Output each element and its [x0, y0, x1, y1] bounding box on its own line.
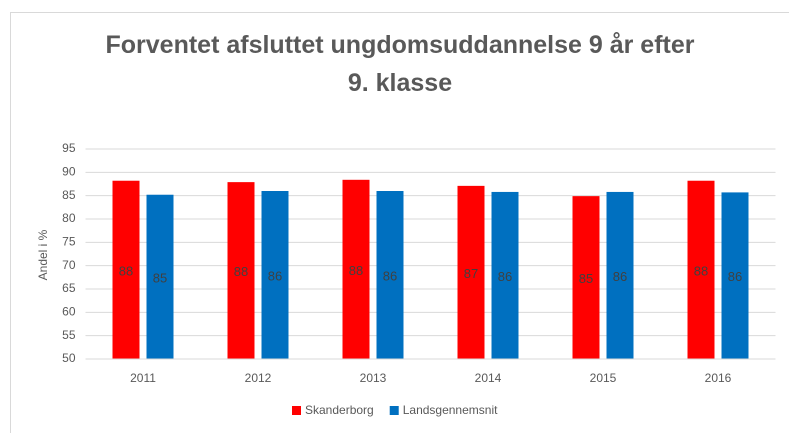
bar — [376, 191, 404, 359]
bar — [687, 180, 715, 359]
y-tick-label: 70 — [62, 258, 76, 272]
legend-swatch — [292, 406, 301, 415]
x-tick-label: 2016 — [705, 371, 732, 385]
y-axis-title: Andel i % — [36, 229, 50, 280]
bar — [491, 191, 519, 359]
value-label: 85 — [579, 271, 593, 286]
bar — [227, 182, 255, 359]
value-label: 88 — [234, 264, 248, 279]
x-tick-label: 2011 — [130, 371, 156, 385]
bar — [261, 191, 289, 359]
bar — [457, 185, 485, 359]
value-label: 86 — [268, 268, 282, 283]
bar — [721, 192, 749, 359]
legend-label: Skanderborg — [305, 403, 374, 417]
value-label: 86 — [498, 269, 512, 284]
bar — [112, 180, 140, 359]
y-tick-label: 75 — [62, 235, 76, 249]
y-tick-label: 60 — [62, 305, 76, 319]
y-tick-label: 55 — [62, 328, 76, 342]
y-tick-label: 85 — [62, 188, 76, 202]
chart-title: Forventet afsluttet ungdomsuddannelse 9 … — [105, 31, 695, 97]
value-label: 86 — [383, 268, 397, 283]
x-tick-label: 2015 — [590, 371, 617, 385]
bar — [146, 194, 174, 359]
y-tick-label: 80 — [62, 211, 76, 225]
value-label: 88 — [694, 263, 708, 278]
y-tick-label: 95 — [62, 141, 76, 155]
value-label: 86 — [613, 269, 627, 284]
value-label: 88 — [119, 263, 133, 278]
legend-label: Landsgennemsnit — [403, 403, 498, 417]
y-tick-label: 65 — [62, 281, 76, 295]
bar — [572, 196, 600, 359]
y-tick-label: 50 — [62, 351, 76, 365]
x-tick-label: 2013 — [360, 371, 387, 385]
legend-swatch — [389, 406, 399, 415]
x-tick-label: 2014 — [475, 371, 502, 385]
value-label: 86 — [728, 269, 742, 284]
bar — [606, 191, 634, 359]
x-tick-label: 2012 — [245, 371, 272, 385]
value-label: 85 — [153, 270, 167, 285]
chart-border — [10, 12, 789, 433]
y-tick-label: 90 — [62, 165, 76, 179]
value-label: 87 — [464, 266, 478, 281]
value-label: 88 — [349, 263, 363, 278]
bar — [342, 179, 370, 359]
